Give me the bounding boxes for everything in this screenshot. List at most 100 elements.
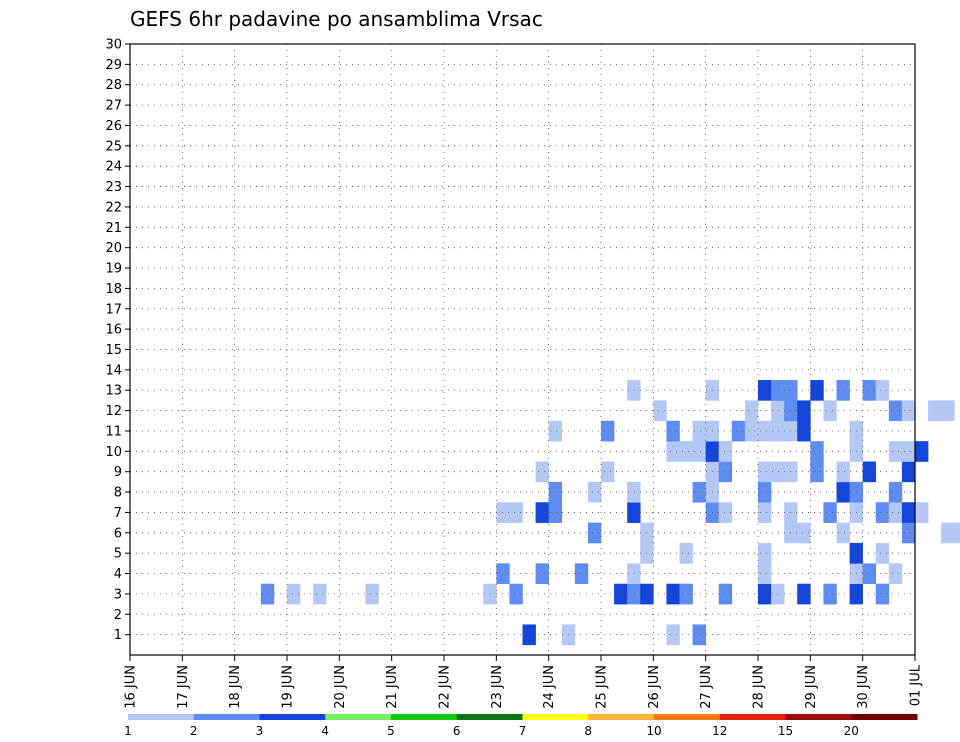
precip-cell: [836, 461, 850, 483]
precip-cell: [758, 380, 772, 401]
colorbar-segment: [325, 714, 392, 720]
colorbar-label: 3: [256, 724, 264, 738]
colorbar-segment: [851, 714, 918, 720]
precip-cell: [627, 502, 641, 523]
precip-cell: [601, 420, 615, 442]
colorbar-segment: [391, 714, 458, 720]
x-tick-label: 27 JUN: [699, 665, 714, 709]
precip-cell: [496, 563, 510, 585]
precip-cell: [548, 502, 563, 523]
precip-cell: [679, 542, 693, 564]
precip-cell: [679, 583, 693, 605]
precip-cell: [509, 583, 523, 605]
precip-cell: [653, 400, 667, 422]
colorbar-label: 8: [584, 724, 592, 738]
y-tick-label: 29: [105, 58, 122, 73]
precip-cell: [666, 420, 680, 442]
precip-cell: [823, 400, 837, 422]
precip-cell: [718, 461, 733, 483]
x-tick-label: 30 JUN: [856, 665, 871, 709]
precip-cell: [823, 502, 837, 523]
precip-cell: [915, 502, 929, 523]
precip-cell: [862, 563, 877, 585]
precip-cell: [587, 481, 602, 503]
precip-cell: [627, 380, 641, 401]
precip-cell: [758, 583, 772, 605]
precip-cell: [888, 441, 903, 462]
y-tick-label: 18: [105, 282, 122, 297]
precip-cell: [287, 583, 301, 605]
x-tick-label: 16 JUN: [124, 665, 139, 709]
precip-cell: [823, 583, 837, 605]
y-tick-label: 17: [105, 302, 122, 317]
precip-cell: [797, 400, 811, 422]
precip-cell: [875, 542, 890, 564]
x-tick-label: 28 JUN: [752, 665, 767, 709]
y-tick-label: 2: [114, 608, 122, 623]
y-tick-label: 14: [105, 363, 122, 378]
y-tick-label: 10: [105, 445, 122, 460]
y-axis: 1234567891011121314151617181920212223242…: [105, 38, 130, 643]
y-tick-label: 23: [105, 180, 122, 195]
precip-cell: [601, 461, 615, 483]
colorbar-label: 7: [519, 724, 527, 738]
precip-cell: [260, 583, 275, 605]
y-tick-label: 8: [114, 486, 122, 501]
precip-cell: [901, 461, 916, 483]
precip-cell: [692, 624, 706, 646]
y-tick-label: 26: [105, 119, 122, 134]
plot-frame: [129, 43, 916, 656]
y-tick-label: 13: [105, 384, 122, 399]
precip-cell: [888, 481, 903, 503]
y-tick-label: 3: [114, 587, 122, 602]
colorbar-segment: [128, 714, 195, 720]
x-tick-label: 26 JUN: [647, 665, 662, 709]
y-tick-label: 19: [105, 262, 122, 277]
y-tick-label: 15: [105, 343, 122, 358]
precip-cell: [901, 522, 916, 544]
x-axis: 16 JUN 17 JUN 18 JUN 19 JUN 20 JUN 21 JUN 22 J…: [124, 655, 924, 709]
precip-cell: [731, 420, 746, 442]
precip-cell: [836, 522, 850, 544]
y-tick-label: 27: [105, 99, 122, 114]
precip-cell: [888, 400, 903, 422]
colorbar-label: 15: [778, 724, 793, 738]
colorbar-label: 20: [844, 724, 859, 738]
precip-cell: [771, 380, 785, 401]
precip-cell: [862, 380, 877, 401]
y-tick-label: 16: [105, 323, 122, 338]
precip-cell: [875, 502, 890, 523]
precip-cell: [535, 502, 549, 523]
precip-cell: [666, 583, 680, 605]
y-tick-label: 25: [105, 139, 122, 154]
y-tick-label: 11: [105, 424, 122, 439]
precip-cell: [797, 522, 811, 544]
precip-cell: [810, 461, 824, 483]
precip-cell: [836, 380, 850, 401]
precip-cell: [810, 441, 824, 462]
y-tick-label: 5: [114, 547, 122, 562]
precip-cell: [535, 563, 549, 585]
precip-cell: [509, 502, 523, 523]
precip-cell: [862, 461, 877, 483]
precip-cell: [797, 583, 811, 605]
precip-cell: [535, 461, 549, 483]
precip-cell: [771, 461, 785, 483]
precip-cell: [627, 481, 641, 503]
colorbar-label: 6: [453, 724, 461, 738]
precip-cell: [875, 380, 890, 401]
precip-cell: [744, 420, 759, 442]
precip-cell: [954, 522, 960, 544]
chart-title: GEFS 6hr padavine po ansamblima Vrsac: [130, 7, 543, 31]
colorbar-label: 5: [387, 724, 395, 738]
precip-cell: [666, 441, 680, 462]
colorbar-segment: [719, 714, 786, 720]
precip-cell: [797, 420, 811, 442]
colorbar-segment: [588, 714, 655, 720]
y-tick-label: 4: [114, 567, 122, 582]
precip-cell: [758, 563, 772, 585]
precip-cell: [875, 583, 890, 605]
precip-cell: [614, 583, 628, 605]
precip-cell: [901, 400, 916, 422]
